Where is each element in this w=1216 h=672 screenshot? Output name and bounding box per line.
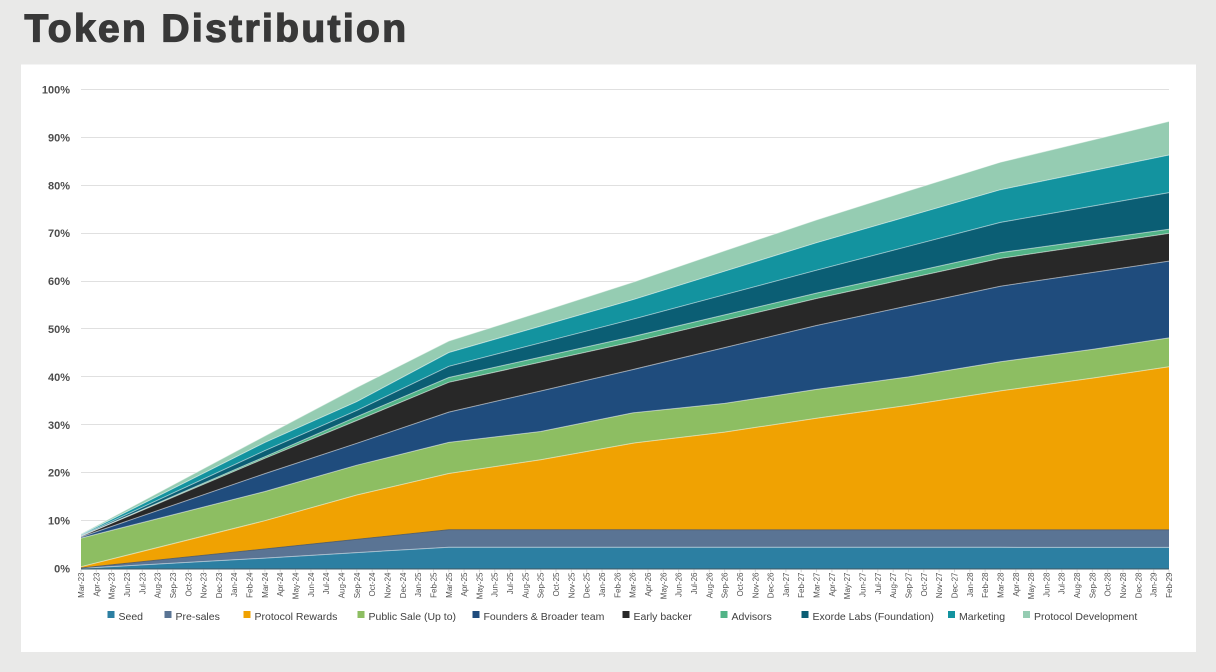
svg-text:May-23: May-23	[108, 572, 117, 599]
svg-text:Token Distribution: Token Distribution	[25, 8, 409, 51]
svg-text:Apr-25: Apr-25	[460, 572, 469, 597]
svg-text:Nov-26: Nov-26	[751, 572, 760, 598]
svg-text:Oct-26: Oct-26	[736, 572, 745, 597]
svg-text:Jan-29: Jan-29	[1150, 572, 1159, 597]
svg-text:50%: 50%	[48, 324, 70, 336]
svg-text:Sep-26: Sep-26	[721, 572, 730, 598]
svg-text:Nov-27: Nov-27	[935, 572, 944, 598]
svg-text:Oct-28: Oct-28	[1104, 572, 1113, 597]
svg-text:Feb-27: Feb-27	[797, 572, 806, 598]
svg-text:Apr-26: Apr-26	[644, 572, 653, 597]
svg-text:Jan-25: Jan-25	[414, 572, 423, 597]
svg-text:Aug-27: Aug-27	[889, 572, 898, 598]
svg-text:80%: 80%	[48, 180, 70, 192]
svg-text:Mar-24: Mar-24	[261, 572, 270, 598]
svg-text:Marketing: Marketing	[959, 611, 1005, 623]
svg-text:Jun-23: Jun-23	[123, 572, 132, 597]
svg-text:Feb-26: Feb-26	[613, 572, 622, 598]
svg-text:Dec-27: Dec-27	[951, 572, 960, 598]
svg-text:40%: 40%	[48, 372, 70, 384]
svg-text:Sep-28: Sep-28	[1088, 572, 1097, 598]
svg-text:Feb-28: Feb-28	[981, 572, 990, 598]
svg-text:Apr-23: Apr-23	[92, 572, 101, 597]
svg-text:Dec-25: Dec-25	[583, 572, 592, 598]
svg-text:Aug-25: Aug-25	[521, 572, 530, 598]
svg-text:Feb-29: Feb-29	[1165, 572, 1174, 598]
svg-text:Jun-26: Jun-26	[675, 572, 684, 597]
svg-text:Protocol Development: Protocol Development	[1034, 611, 1137, 623]
svg-text:Jul-27: Jul-27	[874, 572, 883, 594]
svg-text:Nov-25: Nov-25	[567, 572, 576, 598]
svg-text:Aug-24: Aug-24	[338, 572, 347, 598]
svg-text:Sep-24: Sep-24	[353, 572, 362, 598]
svg-text:Jan-28: Jan-28	[966, 572, 975, 597]
svg-text:May-25: May-25	[475, 572, 484, 599]
svg-text:May-28: May-28	[1027, 572, 1036, 599]
svg-text:10%: 10%	[48, 516, 70, 528]
svg-text:Public Sale (Up to): Public Sale (Up to)	[369, 611, 457, 623]
svg-text:90%: 90%	[48, 132, 70, 144]
svg-text:Oct-25: Oct-25	[552, 572, 561, 597]
svg-text:Nov-28: Nov-28	[1119, 572, 1128, 598]
svg-text:Seed: Seed	[119, 611, 144, 623]
svg-text:Advisors: Advisors	[732, 611, 772, 623]
svg-text:Mar-28: Mar-28	[996, 572, 1005, 598]
svg-text:Aug-28: Aug-28	[1073, 572, 1082, 598]
svg-text:Aug-26: Aug-26	[705, 572, 714, 598]
svg-text:70%: 70%	[48, 228, 70, 240]
svg-text:Feb-25: Feb-25	[430, 572, 439, 598]
svg-text:Jun-25: Jun-25	[491, 572, 500, 597]
svg-text:Aug-23: Aug-23	[154, 572, 163, 598]
svg-text:Apr-27: Apr-27	[828, 572, 837, 597]
svg-text:May-26: May-26	[659, 572, 668, 599]
svg-text:Sep-27: Sep-27	[905, 572, 914, 598]
svg-text:Jul-25: Jul-25	[506, 572, 515, 594]
svg-text:Jan-27: Jan-27	[782, 572, 791, 597]
svg-text:Founders & Broader team: Founders & Broader team	[484, 611, 605, 623]
svg-text:Jun-24: Jun-24	[307, 572, 316, 597]
svg-text:100%: 100%	[42, 85, 70, 97]
svg-text:Jun-27: Jun-27	[859, 572, 868, 597]
svg-text:Mar-26: Mar-26	[629, 572, 638, 598]
svg-text:Jul-24: Jul-24	[322, 572, 331, 594]
svg-text:Nov-24: Nov-24	[384, 572, 393, 598]
svg-text:Feb-24: Feb-24	[246, 572, 255, 598]
svg-text:Mar-27: Mar-27	[813, 572, 822, 598]
svg-text:Jul-23: Jul-23	[138, 572, 147, 594]
svg-text:Oct-24: Oct-24	[368, 572, 377, 597]
svg-text:Oct-27: Oct-27	[920, 572, 929, 597]
svg-text:Mar-23: Mar-23	[77, 572, 86, 598]
svg-text:Dec-28: Dec-28	[1134, 572, 1143, 598]
svg-text:0%: 0%	[54, 564, 70, 576]
svg-text:Apr-28: Apr-28	[1012, 572, 1021, 597]
svg-text:May-24: May-24	[292, 572, 301, 599]
svg-text:Oct-23: Oct-23	[184, 572, 193, 597]
svg-text:Dec-23: Dec-23	[215, 572, 224, 598]
svg-text:Mar-25: Mar-25	[445, 572, 454, 598]
svg-text:Jun-28: Jun-28	[1042, 572, 1051, 597]
svg-text:Jan-26: Jan-26	[598, 572, 607, 597]
svg-text:Protocol Rewards: Protocol Rewards	[255, 611, 338, 623]
svg-text:Jul-26: Jul-26	[690, 572, 699, 594]
svg-text:Early backer: Early backer	[634, 611, 693, 623]
svg-text:May-27: May-27	[843, 572, 852, 599]
svg-text:Apr-24: Apr-24	[276, 572, 285, 597]
svg-text:Jul-28: Jul-28	[1058, 572, 1067, 594]
svg-text:Dec-24: Dec-24	[399, 572, 408, 598]
svg-text:60%: 60%	[48, 276, 70, 288]
svg-text:Exorde Labs (Foundation): Exorde Labs (Foundation)	[813, 611, 934, 623]
svg-text:Nov-23: Nov-23	[200, 572, 209, 598]
svg-text:Sep-25: Sep-25	[537, 572, 546, 598]
svg-text:Sep-23: Sep-23	[169, 572, 178, 598]
svg-text:20%: 20%	[48, 468, 70, 480]
svg-text:Jan-24: Jan-24	[230, 572, 239, 597]
svg-text:Dec-26: Dec-26	[767, 572, 776, 598]
svg-text:30%: 30%	[48, 420, 70, 432]
svg-text:Pre-sales: Pre-sales	[176, 611, 220, 623]
